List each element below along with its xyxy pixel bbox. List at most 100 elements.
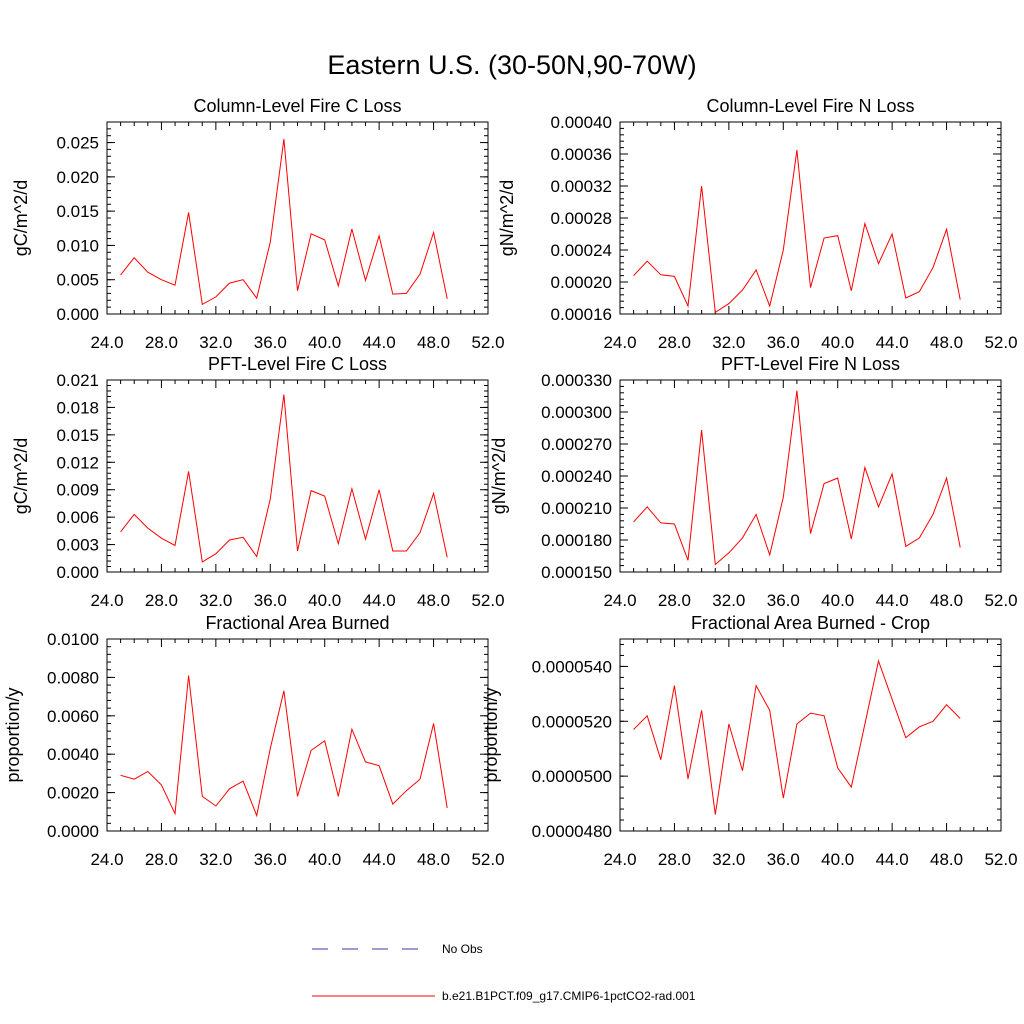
y-tick-label: 0.020 xyxy=(56,168,99,187)
x-tick-label: 32.0 xyxy=(712,591,745,610)
x-tick-label: 36.0 xyxy=(254,591,287,610)
panel-2: Column-Level Fire N Loss gN/m^2/d 24.0 28.0… xyxy=(497,96,1018,352)
y-tick-label: 0.000 xyxy=(56,305,99,324)
y-tick-label: 0.0000520 xyxy=(532,712,612,731)
x-tick-label: 52.0 xyxy=(471,333,504,352)
y-tick-label: 0.0000 xyxy=(47,822,99,841)
y-tick-label: 0.00028 xyxy=(551,209,612,228)
y-axis-label: proportion/y xyxy=(481,687,501,782)
y-tick-label: 0.015 xyxy=(56,202,99,221)
x-tick-label: 44.0 xyxy=(876,333,909,352)
y-tick-label: 0.000270 xyxy=(541,435,612,454)
x-tick-label: 28.0 xyxy=(658,850,691,869)
y-tick-label: 0.0040 xyxy=(47,745,99,764)
y-tick-label: 0.000180 xyxy=(541,531,612,550)
y-tick-label: 0.000 xyxy=(56,563,99,582)
series-line xyxy=(633,149,961,314)
y-tick-label: 0.00040 xyxy=(551,113,612,132)
x-tick-label: 40.0 xyxy=(308,333,341,352)
y-tick-label: 0.000210 xyxy=(541,499,612,518)
panel-6: Fractional Area Burned - Crop proportion/… xyxy=(481,613,1018,869)
x-tick-label: 32.0 xyxy=(712,333,745,352)
x-tick-label: 44.0 xyxy=(363,850,396,869)
y-tick-label: 0.006 xyxy=(56,508,99,527)
x-tick-label: 36.0 xyxy=(254,333,287,352)
x-tick-label: 28.0 xyxy=(145,333,178,352)
x-tick-label: 40.0 xyxy=(308,591,341,610)
page-title: Eastern U.S. (30-50N,90-70W) xyxy=(327,50,696,80)
y-tick-label: 0.000150 xyxy=(541,563,612,582)
x-tick-label: 36.0 xyxy=(254,850,287,869)
x-tick-label: 48.0 xyxy=(417,591,450,610)
x-tick-label: 32.0 xyxy=(199,333,232,352)
y-axis-label: gN/m^2/d xyxy=(497,180,517,256)
y-tick-label: 0.025 xyxy=(56,134,99,153)
series-line xyxy=(120,394,448,563)
x-tick-label: 44.0 xyxy=(363,591,396,610)
panel-5: Fractional Area Burned proportion/y 24.0 28… xyxy=(3,613,505,869)
y-tick-label: 0.005 xyxy=(56,271,99,290)
y-tick-label: 0.00020 xyxy=(551,273,612,292)
x-tick-label: 32.0 xyxy=(712,850,745,869)
x-tick-label: 28.0 xyxy=(145,591,178,610)
x-tick-label: 36.0 xyxy=(767,333,800,352)
series-line xyxy=(633,659,961,815)
y-tick-label: 0.0000480 xyxy=(532,822,612,841)
y-tick-label: 0.000330 xyxy=(541,371,612,390)
y-axis-label: gC/m^2/d xyxy=(11,180,31,256)
x-tick-label: 52.0 xyxy=(984,591,1017,610)
plot-frame xyxy=(106,379,489,573)
y-tick-label: 0.0000540 xyxy=(532,657,612,676)
y-tick-label: 0.00032 xyxy=(551,177,612,196)
y-axis-label: proportion/y xyxy=(3,687,23,782)
x-tick-label: 48.0 xyxy=(930,333,963,352)
series-line xyxy=(633,390,961,566)
legend-no-obs-label: No Obs xyxy=(442,942,483,956)
x-tick-label: 28.0 xyxy=(145,850,178,869)
x-tick-label: 52.0 xyxy=(471,591,504,610)
x-tick-label: 40.0 xyxy=(821,591,854,610)
y-tick-label: 0.0000500 xyxy=(532,767,612,786)
x-tick-label: 40.0 xyxy=(308,850,341,869)
panel-title: PFT-Level Fire C Loss xyxy=(208,354,387,374)
x-tick-label: 36.0 xyxy=(767,591,800,610)
panel-title: Fractional Area Burned xyxy=(205,613,389,633)
x-tick-label: 52.0 xyxy=(984,850,1017,869)
y-tick-label: 0.003 xyxy=(56,536,99,555)
x-tick-label: 24.0 xyxy=(90,591,123,610)
y-tick-label: 0.0100 xyxy=(47,630,99,649)
panel-title: Fractional Area Burned - Crop xyxy=(691,613,930,633)
y-tick-label: 0.018 xyxy=(56,398,99,417)
x-tick-label: 24.0 xyxy=(603,333,636,352)
x-tick-label: 36.0 xyxy=(767,850,800,869)
x-tick-label: 48.0 xyxy=(930,850,963,869)
y-tick-label: 0.0020 xyxy=(47,784,99,803)
plot-frame xyxy=(619,638,1002,832)
panels: Column-Level Fire C Loss gC/m^2/d 24.0 28.0… xyxy=(3,96,1018,869)
series-line xyxy=(120,675,448,818)
y-tick-label: 0.015 xyxy=(56,426,99,445)
x-tick-label: 40.0 xyxy=(821,850,854,869)
y-tick-label: 0.012 xyxy=(56,453,99,472)
x-tick-label: 52.0 xyxy=(471,850,504,869)
x-tick-label: 28.0 xyxy=(658,591,691,610)
x-tick-label: 52.0 xyxy=(984,333,1017,352)
x-tick-label: 24.0 xyxy=(603,591,636,610)
y-tick-label: 0.00036 xyxy=(551,145,612,164)
x-tick-label: 32.0 xyxy=(199,591,232,610)
panel-3: PFT-Level Fire C Loss gC/m^2/d 24.0 28.0 32.… xyxy=(11,354,505,610)
legend: No Obs b.e21.B1PCT.f09_g17.CMIP6-1pctCO2… xyxy=(312,942,696,1003)
y-axis-label: gC/m^2/d xyxy=(11,438,31,514)
plot-frame xyxy=(619,379,1002,573)
y-tick-label: 0.0060 xyxy=(47,707,99,726)
x-tick-label: 48.0 xyxy=(417,850,450,869)
y-tick-label: 0.009 xyxy=(56,481,99,500)
y-axis-label: gN/m^2/d xyxy=(489,438,509,514)
panel-1: Column-Level Fire C Loss gC/m^2/d 24.0 28.0… xyxy=(11,96,505,352)
panel-title: Column-Level Fire C Loss xyxy=(193,96,401,116)
x-tick-label: 28.0 xyxy=(658,333,691,352)
legend-model-label: b.e21.B1PCT.f09_g17.CMIP6-1pctCO2-rad.00… xyxy=(442,989,696,1003)
x-tick-label: 44.0 xyxy=(876,591,909,610)
x-tick-label: 44.0 xyxy=(363,333,396,352)
